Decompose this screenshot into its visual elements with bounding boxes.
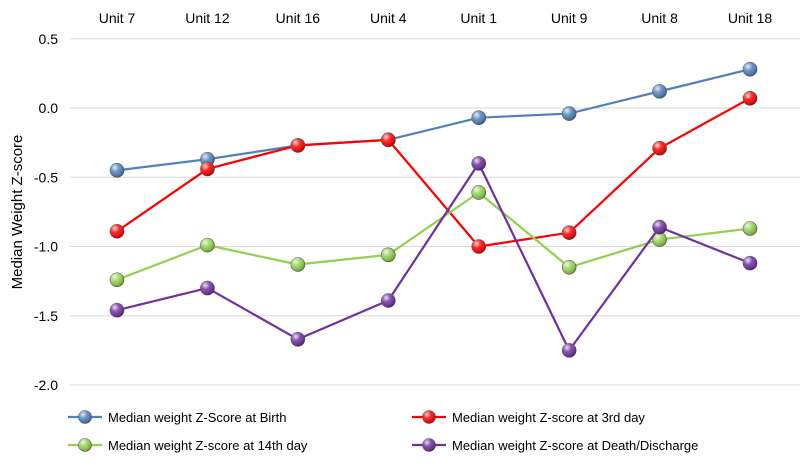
data-point <box>290 257 306 272</box>
data-point <box>200 280 215 296</box>
legend-swatch-marker <box>78 438 92 452</box>
legend-label: Median weight Z-score at 14th day <box>108 438 308 453</box>
legend-swatch-marker <box>78 410 92 424</box>
data-point <box>561 106 577 121</box>
y-axis-label: Median Weight Z-score <box>9 135 26 290</box>
legend-label: Median weight Z-Score at Birth <box>108 410 286 425</box>
data-point <box>471 156 487 171</box>
y-tick-label: -0.5 <box>34 169 58 185</box>
y-tick-label: -1.0 <box>34 239 58 255</box>
data-point <box>109 223 125 239</box>
x-tick-label: Unit 8 <box>641 10 678 26</box>
series-line <box>116 97 751 248</box>
data-point <box>471 239 487 254</box>
data-point <box>109 272 125 288</box>
x-tick-label: Unit 1 <box>460 10 497 26</box>
x-tick-label: Unit 7 <box>99 10 136 26</box>
data-point <box>471 185 487 200</box>
series-1 <box>109 61 758 178</box>
data-point <box>380 293 396 308</box>
data-point <box>652 219 667 235</box>
y-tick-label: -1.5 <box>34 308 58 324</box>
x-tick-label: Unit 12 <box>185 10 230 26</box>
series-lines <box>109 61 758 358</box>
series-2 <box>109 91 758 254</box>
x-tick-label: Unit 9 <box>551 10 588 26</box>
series-line <box>116 162 751 352</box>
legend-item: Median weight Z-score at Death/Discharge <box>412 438 698 453</box>
data-point <box>471 110 487 125</box>
data-point <box>742 61 758 77</box>
data-point <box>290 331 306 347</box>
series-line <box>116 68 751 172</box>
legend-item: Median weight Z-score at 14th day <box>68 438 308 453</box>
x-tick-label: Unit 4 <box>370 10 407 26</box>
data-point <box>652 84 667 99</box>
data-point <box>652 140 667 156</box>
legend-item: Median weight Z-Score at Birth <box>68 410 286 425</box>
data-point <box>290 138 306 153</box>
data-point <box>742 91 758 106</box>
data-point <box>561 225 577 240</box>
legend-swatch-marker <box>422 410 436 424</box>
x-tick-label: Unit 18 <box>728 10 773 26</box>
legend-label: Median weight Z-score at 3rd day <box>452 410 645 425</box>
legend-label: Median weight Z-score at Death/Discharge <box>452 438 698 453</box>
data-point <box>109 163 125 178</box>
y-tick-label: -2.0 <box>34 377 58 393</box>
series-line <box>116 191 751 281</box>
series-4 <box>109 156 758 358</box>
legend-swatch-marker <box>422 438 436 452</box>
data-point <box>742 255 758 271</box>
x-tick-label: Unit 16 <box>276 10 321 26</box>
data-point <box>380 247 396 263</box>
legend-item: Median weight Z-score at 3rd day <box>412 410 645 425</box>
data-point <box>200 237 215 253</box>
data-point <box>380 132 396 148</box>
data-point <box>652 232 667 247</box>
x-axis-tick-labels: Unit 7 Unit 12 Unit 16 Unit 4 Unit 1 Unit 9 Un… <box>99 10 773 26</box>
gridlines <box>70 38 800 386</box>
legend: Median weight Z-Score at Birth Median wei… <box>68 410 698 453</box>
y-axis-tick-labels: 0.5 0.0 -0.5 -1.0 -1.5 -2.0 <box>34 31 58 393</box>
data-point <box>742 221 758 236</box>
data-point <box>561 259 577 275</box>
data-point <box>109 302 125 318</box>
data-point <box>561 343 577 358</box>
y-tick-label: 0.5 <box>39 31 59 47</box>
data-point <box>200 161 215 177</box>
y-tick-label: 0.0 <box>39 100 59 116</box>
series-3 <box>109 185 758 288</box>
